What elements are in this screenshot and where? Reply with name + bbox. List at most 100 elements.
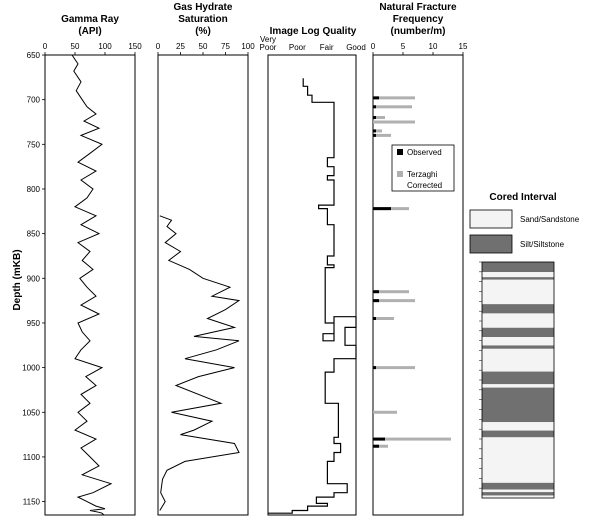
observed-bar: [373, 444, 379, 448]
cored-interval-title: Cored Interval: [489, 192, 556, 203]
observed-bar: [373, 133, 376, 137]
observed-bar: [373, 105, 376, 109]
quality-tick-label: Very: [260, 35, 276, 44]
sand-interval: [482, 422, 554, 431]
sand-interval: [482, 348, 554, 372]
x-tick-label: 50: [199, 42, 208, 51]
terzaghi-bar: [373, 366, 415, 370]
observed-bar: [373, 96, 379, 100]
terzaghi-legend-label-2: Corrected: [407, 181, 442, 190]
observed-legend-label: Observed: [407, 148, 442, 157]
silt-legend-label: Silt/Siltstone: [520, 240, 565, 249]
sand-interval: [482, 495, 554, 498]
observed-bar: [373, 366, 376, 370]
hydrate-track-frame: [157, 54, 249, 516]
terzaghi-bar: [373, 437, 451, 441]
depth-tick-label: 1000: [22, 364, 40, 373]
silt-interval: [482, 262, 554, 273]
sand-interval: [482, 384, 554, 388]
silt-swatch: [469, 234, 513, 254]
observed-bar: [373, 299, 379, 303]
observed-bar: [373, 129, 376, 133]
terzaghi-bar: [373, 96, 415, 100]
x-tick-label: 25: [176, 42, 185, 51]
hydrate-title-1: Gas Hydrate: [174, 2, 233, 13]
silt-interval: [482, 304, 554, 314]
quality-tick-label: Poor: [260, 43, 277, 52]
depth-tick-label: 750: [27, 140, 41, 149]
gamma-ray-track: 0 50 100 150: [43, 42, 142, 516]
x-tick-label: 100: [98, 42, 112, 51]
sand-interval: [482, 489, 554, 493]
terzaghi-bar: [373, 316, 394, 320]
gamma-ray-line: [71, 54, 113, 516]
observed-bar: [373, 290, 379, 294]
silt-interval: [482, 492, 554, 496]
image-quality-title: Image Log Quality: [270, 26, 357, 37]
hydrate-title-3: (%): [195, 26, 211, 37]
quality-tick-label: Fair: [320, 43, 334, 52]
terzaghi-legend-label-1: Terzaghi: [407, 170, 437, 179]
sand-interval: [482, 272, 554, 278]
fracture-track-frame: [372, 54, 464, 516]
sand-legend-label: Sand/Sandstone: [520, 215, 580, 224]
fracture-title-2: Frequency: [393, 14, 444, 25]
observed-bar: [373, 207, 391, 211]
observed-bar: [373, 437, 385, 441]
terzaghi-bar: [373, 105, 412, 109]
fracture-title-3: (number/m): [391, 26, 446, 37]
silt-interval: [482, 430, 554, 438]
observed-bar: [373, 316, 376, 320]
x-tick-label: 0: [156, 42, 161, 51]
fracture-track: 0 5 10 15: [371, 42, 468, 448]
terzaghi-bar: [373, 410, 397, 414]
quality-tick-label: Good: [346, 43, 366, 52]
terzaghi-bar: [373, 120, 415, 124]
depth-tick-label: 950: [27, 319, 41, 328]
silt-interval: [482, 327, 554, 338]
x-tick-label: 150: [128, 42, 142, 51]
fracture-title-1: Natural Fracture: [379, 2, 457, 13]
depth-ticks: 650 700 750 800 850 900 950 1000 1050 1100 1150: [22, 51, 45, 507]
x-tick-label: 10: [429, 42, 438, 51]
terzaghi-bar: [373, 129, 382, 133]
hydrate-saturation-line: [159, 215, 241, 511]
depth-tick-label: 650: [27, 51, 41, 60]
depth-tick-label: 900: [27, 274, 41, 283]
depth-tick-label: 1050: [22, 408, 40, 417]
x-tick-label: 15: [459, 42, 468, 51]
terzaghi-bar: [373, 444, 388, 448]
image-quality-line: [268, 78, 357, 514]
hydrate-title-2: Saturation: [178, 14, 227, 25]
silt-interval: [482, 482, 554, 490]
sand-interval: [482, 337, 554, 346]
silt-interval: [482, 387, 554, 423]
hydrate-track: 0 25 50 75 100: [156, 42, 255, 511]
sand-interval: [482, 437, 554, 483]
quality-track-frame: [267, 54, 357, 516]
terzaghi-bar: [373, 133, 391, 137]
x-tick-label: 50: [71, 42, 80, 51]
terzaghi-bar: [373, 116, 385, 120]
sand-swatch: [469, 209, 513, 229]
x-tick-label: 0: [43, 42, 48, 51]
cored-interval-column: [479, 261, 555, 499]
x-tick-label: 75: [221, 42, 230, 51]
sand-interval: [482, 313, 554, 328]
silt-interval: [482, 371, 554, 385]
depth-tick-label: 700: [27, 96, 41, 105]
silt-interval: [482, 277, 554, 280]
x-tick-label: 100: [241, 42, 255, 51]
x-tick-label: 0: [371, 42, 376, 51]
observed-bar: [373, 116, 376, 120]
gamma-track-frame: [44, 54, 136, 516]
depth-axis-label: Depth (mKB): [12, 249, 23, 310]
terzaghi-swatch: [397, 171, 403, 177]
depth-tick-label: 1100: [23, 453, 41, 462]
gamma-ray-title-1: Gamma Ray: [61, 14, 119, 25]
observed-swatch: [397, 149, 403, 155]
quality-tick-label: Poor: [289, 43, 306, 52]
depth-tick-label: 850: [27, 230, 41, 239]
silt-interval: [482, 345, 554, 349]
sand-interval: [482, 279, 554, 305]
